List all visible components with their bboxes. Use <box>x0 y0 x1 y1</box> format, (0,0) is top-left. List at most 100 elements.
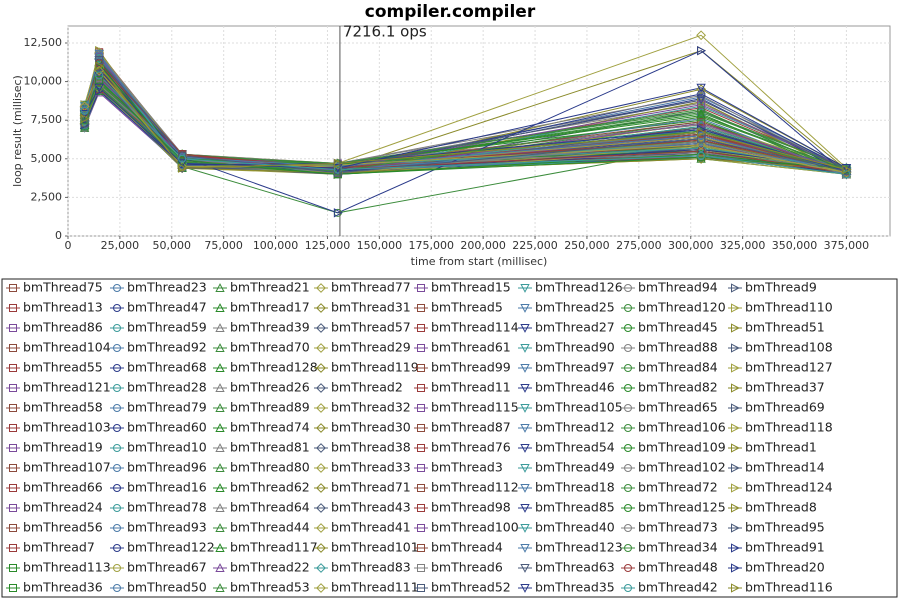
legend-label: bmThread94 <box>638 280 718 295</box>
marker <box>696 139 707 150</box>
legend-label: bmThread7 <box>23 540 95 555</box>
legend-label: bmThread92 <box>127 340 207 355</box>
legend-label: bmThread84 <box>638 360 718 375</box>
legend <box>1 278 898 598</box>
legend-marker <box>316 383 326 393</box>
marker <box>842 170 851 179</box>
marker <box>696 112 706 122</box>
legend-label: bmThread20 <box>745 560 825 575</box>
legend-marker <box>113 564 121 572</box>
legend-label: bmThread34 <box>638 540 718 555</box>
legend-marker <box>417 324 425 332</box>
marker <box>842 164 852 175</box>
legend-label: bmThread82 <box>638 380 718 395</box>
legend-marker <box>316 343 326 353</box>
legend-label: bmThread125 <box>638 500 726 515</box>
legend-marker <box>316 483 326 493</box>
legend-marker <box>731 443 740 453</box>
legend-marker <box>113 324 121 332</box>
legend-label: bmThread88 <box>638 340 718 355</box>
legend-label: bmThread58 <box>23 400 103 415</box>
annotation: 7216.1 ops <box>343 23 427 41</box>
legend-label: bmThread117 <box>230 540 318 555</box>
legend-marker <box>215 583 225 592</box>
legend-marker <box>9 384 17 392</box>
legend-marker <box>417 284 425 292</box>
x-tick-label: 125,000 <box>305 239 351 252</box>
legend-marker <box>215 563 225 572</box>
marker <box>697 106 706 115</box>
legend-marker <box>215 283 225 292</box>
legend-label: bmThread16 <box>127 480 207 495</box>
legend-label: bmThread63 <box>535 560 615 575</box>
legend-marker <box>624 464 632 472</box>
marker <box>177 159 187 169</box>
legend-marker <box>316 503 326 513</box>
legend-label: bmThread8 <box>745 500 817 515</box>
legend-label: bmThread28 <box>127 380 207 395</box>
legend-marker <box>520 464 530 473</box>
marker <box>95 71 104 80</box>
legend-label: bmThread12 <box>535 420 615 435</box>
legend-marker <box>9 504 17 512</box>
legend-label: bmThread109 <box>638 440 726 455</box>
marker <box>94 69 104 79</box>
legend-marker <box>9 544 17 552</box>
legend-marker <box>417 444 425 452</box>
legend-label: bmThread102 <box>638 460 726 475</box>
legend-label: bmThread19 <box>23 440 103 455</box>
legend-marker <box>113 304 121 312</box>
marker <box>94 81 104 91</box>
legend-marker <box>113 284 121 292</box>
marker <box>94 49 104 59</box>
x-axis-label: time from start (millisec) <box>411 255 548 268</box>
marker <box>80 119 89 128</box>
legend-marker <box>215 343 225 352</box>
legend-label: bmThread110 <box>745 300 833 315</box>
marker <box>333 165 342 174</box>
y-tick-label: 2,500 <box>31 190 63 203</box>
legend-marker <box>316 403 326 413</box>
legend-marker <box>520 384 530 393</box>
legend-marker <box>316 463 326 473</box>
legend-label: bmThread116 <box>745 580 833 595</box>
legend-marker <box>520 364 530 373</box>
y-tick-label: 12,500 <box>24 36 63 49</box>
legend-marker <box>520 344 530 353</box>
legend-label: bmThread121 <box>23 380 111 395</box>
legend-label: bmThread95 <box>745 520 825 535</box>
legend-marker <box>624 384 632 392</box>
legend-label: bmThread123 <box>535 540 623 555</box>
legend-marker <box>215 543 225 552</box>
legend-marker <box>215 503 225 512</box>
legend-marker <box>731 283 740 293</box>
marker <box>178 151 187 160</box>
x-tick-label: 100,000 <box>253 239 299 252</box>
legend-marker <box>624 404 632 412</box>
legend-label: bmThread18 <box>535 480 615 495</box>
legend-marker <box>731 523 740 533</box>
legend-marker <box>731 463 740 473</box>
legend-label: bmThread51 <box>745 320 825 335</box>
legend-label: bmThread31 <box>331 300 411 315</box>
legend-marker <box>731 503 740 513</box>
legend-label: bmThread113 <box>23 560 111 575</box>
legend-marker <box>417 544 425 552</box>
legend-marker <box>215 323 225 332</box>
marker <box>697 127 707 138</box>
legend-label: bmThread15 <box>431 280 511 295</box>
legend-label: bmThread71 <box>331 480 411 495</box>
legend-label: bmThread70 <box>230 340 310 355</box>
legend-label: bmThread97 <box>535 360 615 375</box>
legend-label: bmThread101 <box>331 540 419 555</box>
legend-label: bmThread89 <box>230 400 310 415</box>
x-tick-label: 75,000 <box>204 239 243 252</box>
x-tick-label: 25,000 <box>101 239 140 252</box>
marker <box>333 208 343 218</box>
legend-label: bmThread80 <box>230 460 310 475</box>
legend-marker <box>215 423 225 432</box>
legend-marker <box>215 483 225 492</box>
legend-label: bmThread119 <box>331 360 419 375</box>
legend-marker <box>417 564 425 572</box>
legend-marker <box>417 384 425 392</box>
